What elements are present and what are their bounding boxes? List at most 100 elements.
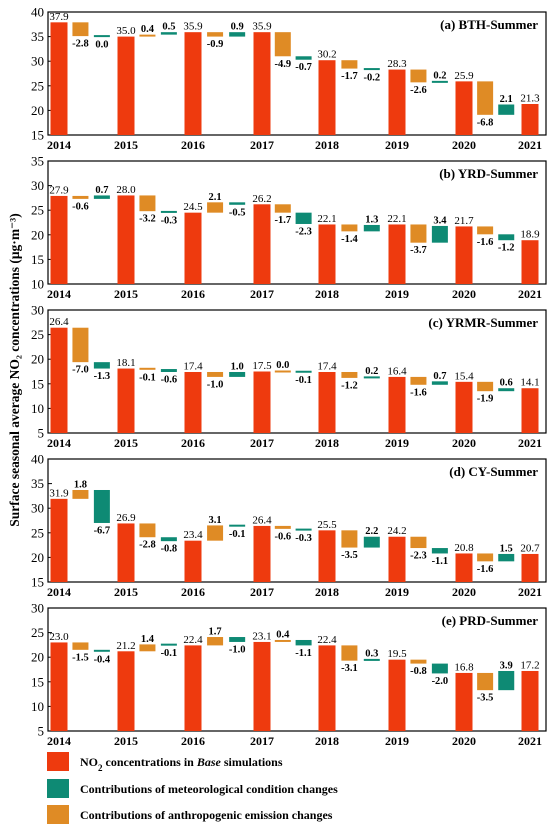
emission-label: -2.3 <box>410 551 427 562</box>
base-value-label: 37.9 <box>49 11 69 23</box>
meteorology-label: -0.3 <box>295 533 312 544</box>
base-value-label: 21.3 <box>520 93 540 105</box>
base-value-label: 20.8 <box>454 542 474 554</box>
emission-label: -1.0 <box>207 379 224 390</box>
emission-bar <box>341 645 358 661</box>
base-bar <box>455 672 473 731</box>
base-bar <box>50 195 68 284</box>
y-tick-label: 30 <box>31 601 44 616</box>
base-value-label: 18.9 <box>520 229 540 241</box>
x-tick-label: 2021 <box>518 585 542 599</box>
panel-title: (e) PRD-Summer <box>442 613 539 628</box>
meteorology-bar <box>229 371 246 377</box>
y-tick-label: 20 <box>31 227 44 242</box>
meteorology-bar <box>160 369 177 372</box>
base-value-label: 14.1 <box>520 377 539 389</box>
base-value-label: 17.5 <box>252 360 272 372</box>
base-bar <box>184 32 202 136</box>
x-tick-label: 2018 <box>315 436 339 450</box>
emission-bar <box>72 327 89 363</box>
base-value-label: 17.2 <box>520 659 539 671</box>
meteorology-bar <box>431 80 448 83</box>
emission-label: -7.0 <box>72 365 89 376</box>
emission-label: 0.4 <box>141 24 155 35</box>
y-tick-label: 10 <box>31 277 44 292</box>
meteorology-label: -0.1 <box>161 648 178 659</box>
emission-label: 2.1 <box>209 192 222 203</box>
meteorology-bar <box>160 537 177 542</box>
x-tick-label: 2017 <box>250 138 274 152</box>
meteorology-label: -0.1 <box>229 529 246 540</box>
base-value-label: 31.9 <box>49 487 69 499</box>
meteorology-bar <box>498 553 515 562</box>
x-tick-label: 2016 <box>181 138 205 152</box>
meteorology-bar <box>431 663 448 674</box>
plot-frame <box>47 11 547 136</box>
emission-label: -2.8 <box>139 540 156 551</box>
emission-label: 3.1 <box>209 515 222 526</box>
y-tick-label: 10 <box>31 699 44 714</box>
base-value-label: 26.4 <box>49 316 69 328</box>
x-tick-label: 2019 <box>385 287 409 301</box>
meteorology-bar <box>363 658 380 661</box>
base-value-label: 22.1 <box>317 213 336 225</box>
meteorology-bar <box>229 637 246 642</box>
base-value-label: 23.1 <box>252 630 271 642</box>
base-value-label: 17.4 <box>317 360 337 372</box>
meteorology-bar <box>93 489 110 523</box>
x-tick-label: 2017 <box>250 734 274 748</box>
base-bar <box>318 224 336 284</box>
y-tick-label: 25 <box>31 525 44 540</box>
y-tick-label: 20 <box>31 550 44 565</box>
base-value-label: 28.3 <box>387 58 407 70</box>
legend-label-part: 2 <box>98 763 103 773</box>
base-bar <box>388 536 406 582</box>
y-tick-label: 25 <box>31 78 44 93</box>
meteorology-bar <box>363 224 380 232</box>
emission-label: 0.4 <box>276 629 290 640</box>
base-bar <box>184 212 202 284</box>
base-bar <box>184 540 202 582</box>
emission-bar <box>274 639 291 642</box>
meteorology-bar <box>295 56 312 60</box>
panel-3: 15 20 25 30 35 40 (d) CY-Summer 31.9 26.9 23.4 26.… <box>31 452 547 599</box>
x-tick-label: 2015 <box>114 138 138 152</box>
emission-label: -0.1 <box>139 372 156 383</box>
emission-bar <box>207 202 224 213</box>
meteorology-bar <box>229 202 246 205</box>
base-bar <box>117 36 135 135</box>
meteorology-label: -0.5 <box>229 207 246 218</box>
base-bar <box>521 240 539 284</box>
emission-label: -6.8 <box>477 117 494 128</box>
legend-label-emis: Contributions of anthropogenic emission … <box>80 808 333 822</box>
panel-0: 15 20 25 30 35 40 (a) BTH-Summer 37.9 35.0 35.9 35… <box>31 5 547 152</box>
base-value-label: 35.9 <box>183 21 203 33</box>
y-tick-label: 30 <box>31 54 44 69</box>
base-value-label: 22.4 <box>183 634 203 646</box>
meteorology-label: -6.7 <box>94 525 111 536</box>
emission-bar <box>274 32 291 57</box>
panel-title: (b) YRD-Summer <box>439 166 538 181</box>
base-bar <box>117 651 135 731</box>
base-value-label: 19.5 <box>387 648 407 660</box>
emission-bar <box>341 224 358 232</box>
meteorology-label: -0.4 <box>94 654 111 665</box>
y-tick-label: 20 <box>31 650 44 665</box>
y-tick-label: 20 <box>31 103 44 118</box>
emission-label: -1.4 <box>341 234 358 245</box>
meteorology-bar <box>295 528 312 531</box>
emission-label: -1.5 <box>72 652 89 663</box>
y-tick-label: 25 <box>31 327 44 342</box>
emission-bar <box>410 69 427 83</box>
meteorology-label: -0.7 <box>295 62 312 73</box>
x-tick-label: 2021 <box>518 734 542 748</box>
x-tick-label: 2017 <box>250 585 274 599</box>
emission-label: 0.0 <box>276 360 289 371</box>
emission-bar <box>410 659 427 664</box>
emission-bar <box>341 530 358 548</box>
x-tick-label: 2021 <box>518 287 542 301</box>
base-value-label: 17.4 <box>183 360 203 372</box>
base-bar <box>318 645 336 731</box>
emission-label: 1.7 <box>209 627 222 638</box>
base-value-label: 18.1 <box>116 357 135 369</box>
